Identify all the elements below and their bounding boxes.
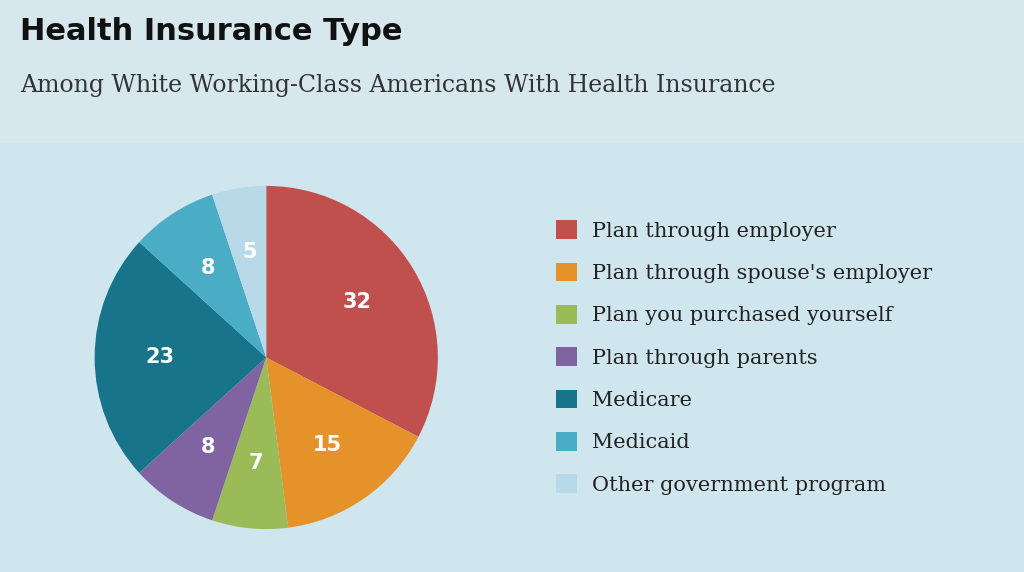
Text: 7: 7: [249, 454, 263, 474]
Wedge shape: [212, 358, 288, 529]
Text: 32: 32: [343, 292, 372, 312]
Text: Health Insurance Type: Health Insurance Type: [20, 17, 403, 46]
Legend: Plan through employer, Plan through spouse's employer, Plan you purchased yourse: Plan through employer, Plan through spou…: [548, 212, 940, 503]
Wedge shape: [212, 186, 266, 358]
Wedge shape: [139, 358, 266, 521]
Wedge shape: [139, 194, 266, 358]
Text: 23: 23: [145, 348, 174, 367]
Text: Among White Working-Class Americans With Health Insurance: Among White Working-Class Americans With…: [20, 74, 776, 97]
Text: 15: 15: [312, 435, 342, 455]
Text: 8: 8: [201, 436, 215, 456]
Text: 8: 8: [201, 259, 215, 279]
Wedge shape: [266, 186, 438, 437]
Wedge shape: [266, 358, 419, 528]
Text: 5: 5: [242, 243, 257, 263]
Wedge shape: [94, 242, 266, 473]
